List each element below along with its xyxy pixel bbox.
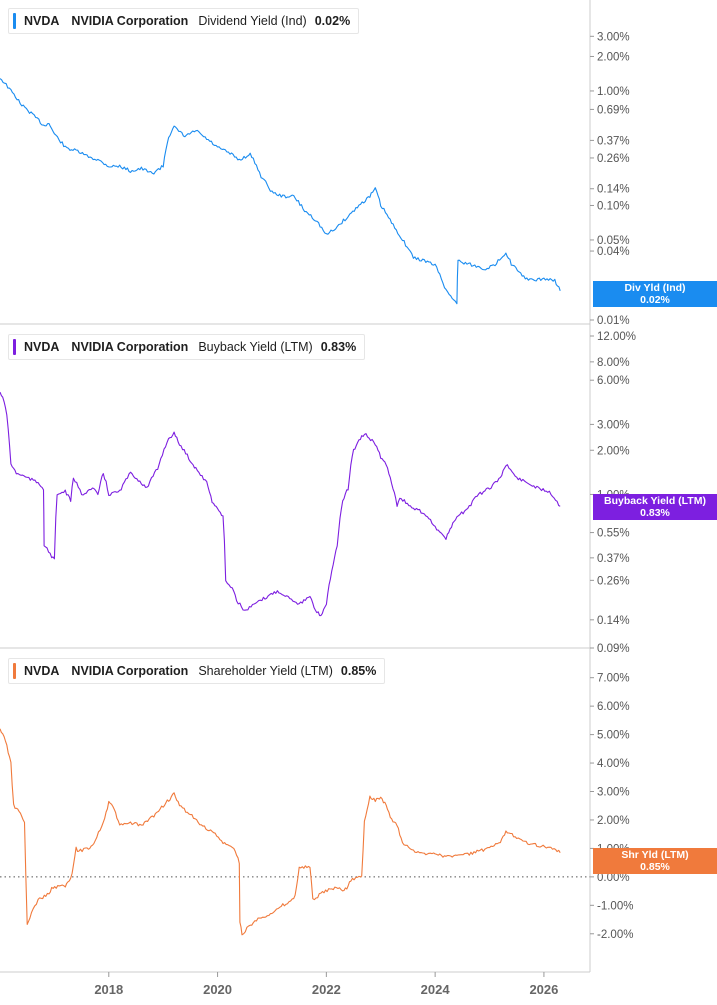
legend-shareholder-swatch xyxy=(13,663,16,679)
x-tick-label: 2020 xyxy=(203,982,232,997)
x-tick-label: 2026 xyxy=(529,982,558,997)
flag-value: 0.02% xyxy=(640,294,670,306)
flag-value: 0.83% xyxy=(640,507,670,519)
legend-company: NVIDIA Corporation xyxy=(71,340,189,354)
y-tick-label: 0.01% xyxy=(597,315,630,327)
series-line xyxy=(0,391,561,617)
y-tick-label: 3.00% xyxy=(597,787,630,799)
y-tick-label: 4.00% xyxy=(597,758,630,770)
y-tick-label: 2.00% xyxy=(597,51,630,63)
flag-dividend: Div Yld (Ind) 0.02% xyxy=(593,281,717,307)
flag-buyback: Buyback Yield (LTM) 0.83% xyxy=(593,494,717,520)
x-tick-label: 2018 xyxy=(94,982,123,997)
y-tick-label: 0.14% xyxy=(597,615,630,627)
legend-value: 0.02% xyxy=(314,14,351,28)
legend-dividend: NVDA NVIDIA Corporation Dividend Yield (… xyxy=(8,8,360,34)
y-tick-label: 8.00% xyxy=(597,357,630,369)
y-tick-label: 7.00% xyxy=(597,673,630,685)
y-tick-label: 6.00% xyxy=(597,701,630,713)
x-tick-label: 2024 xyxy=(421,982,451,997)
y-tick-label: 5.00% xyxy=(597,730,630,742)
y-tick-label: 12.00% xyxy=(597,331,636,343)
flag-label: Buyback Yield (LTM) xyxy=(604,495,706,507)
y-tick-label: 3.00% xyxy=(597,31,630,43)
legend-shareholder: NVDA NVIDIA Corporation Shareholder Yiel… xyxy=(8,658,386,684)
x-tick-label: 2022 xyxy=(312,982,341,997)
y-tick-label: 0.04% xyxy=(597,246,630,258)
y-tick-label: 0.37% xyxy=(597,553,630,565)
y-tick-label: 2.00% xyxy=(597,445,630,457)
flag-value: 0.85% xyxy=(640,861,670,873)
y-tick-label: 3.00% xyxy=(597,419,630,431)
flag-shareholder: Shr Yld (LTM) 0.85% xyxy=(593,848,717,874)
y-tick-label: -2.00% xyxy=(597,929,633,941)
legend-company: NVIDIA Corporation xyxy=(71,664,189,678)
legend-value: 0.85% xyxy=(340,664,377,678)
y-tick-label: 0.09% xyxy=(597,643,630,655)
y-tick-label: 6.00% xyxy=(597,375,630,387)
y-tick-label: 0.55% xyxy=(597,528,630,540)
y-tick-label: 0.69% xyxy=(597,104,630,116)
legend-metric: Dividend Yield (Ind) xyxy=(198,14,307,28)
y-tick-label: 0.26% xyxy=(597,575,630,587)
legend-metric: Buyback Yield (LTM) xyxy=(198,340,313,354)
y-tick-label: 0.05% xyxy=(597,235,630,247)
y-tick-label: 0.26% xyxy=(597,153,630,165)
y-tick-label: 0.10% xyxy=(597,200,630,212)
legend-dividend-swatch xyxy=(13,13,16,29)
legend-ticker: NVDA xyxy=(24,340,60,354)
y-tick-label: 0.14% xyxy=(597,184,630,196)
legend-company: NVIDIA Corporation xyxy=(71,14,189,28)
legend-buyback-swatch xyxy=(13,339,16,355)
flag-label: Div Yld (Ind) xyxy=(624,282,686,294)
legend-value: 0.83% xyxy=(320,340,357,354)
legend-ticker: NVDA xyxy=(24,14,60,28)
legend-metric: Shareholder Yield (LTM) xyxy=(198,664,333,678)
y-tick-label: 1.00% xyxy=(597,86,630,98)
y-tick-label: 2.00% xyxy=(597,815,630,827)
flag-label: Shr Yld (LTM) xyxy=(621,849,689,861)
legend-ticker: NVDA xyxy=(24,664,60,678)
legend-buyback: NVDA NVIDIA Corporation Buyback Yield (L… xyxy=(8,334,366,360)
y-tick-label: -1.00% xyxy=(597,900,633,912)
series-line xyxy=(0,78,561,305)
y-tick-label: 0.37% xyxy=(597,135,630,147)
y-tick-label: 0.00% xyxy=(597,872,630,884)
series-line xyxy=(0,728,561,936)
